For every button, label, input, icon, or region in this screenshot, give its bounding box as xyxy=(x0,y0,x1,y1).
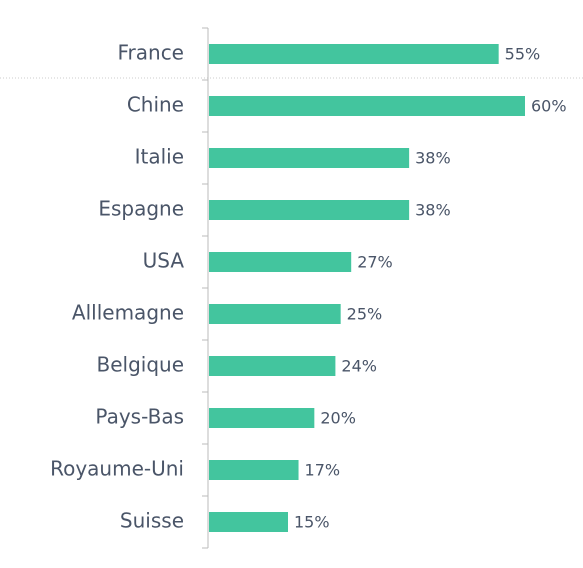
value-label: 25% xyxy=(347,305,383,324)
value-label: 38% xyxy=(415,201,451,220)
bar xyxy=(209,200,410,220)
value-label: 38% xyxy=(415,149,451,168)
category-label: Belgique xyxy=(96,353,184,377)
value-label: 24% xyxy=(341,357,377,376)
bar xyxy=(209,252,352,272)
value-label: 17% xyxy=(305,461,341,480)
value-label: 27% xyxy=(357,253,393,272)
value-label: 55% xyxy=(505,45,541,64)
category-label: Pays-Bas xyxy=(95,405,184,429)
category-label: Espagne xyxy=(98,197,184,221)
bar xyxy=(209,304,341,324)
bar xyxy=(209,148,410,168)
value-label: 15% xyxy=(294,513,330,532)
category-label: Royaume-Uni xyxy=(50,457,184,481)
category-label: Chine xyxy=(127,93,184,117)
category-label: Italie xyxy=(135,145,184,169)
bar xyxy=(209,356,336,376)
bar xyxy=(209,44,499,64)
category-label: USA xyxy=(143,249,185,273)
bar xyxy=(209,460,299,480)
bar xyxy=(209,408,315,428)
bar xyxy=(209,512,288,532)
value-label: 20% xyxy=(320,409,356,428)
category-label: Alllemagne xyxy=(72,301,184,325)
value-label: 60% xyxy=(531,97,567,116)
category-label: France xyxy=(117,41,184,65)
category-label: Suisse xyxy=(120,509,184,533)
bar xyxy=(209,96,525,116)
